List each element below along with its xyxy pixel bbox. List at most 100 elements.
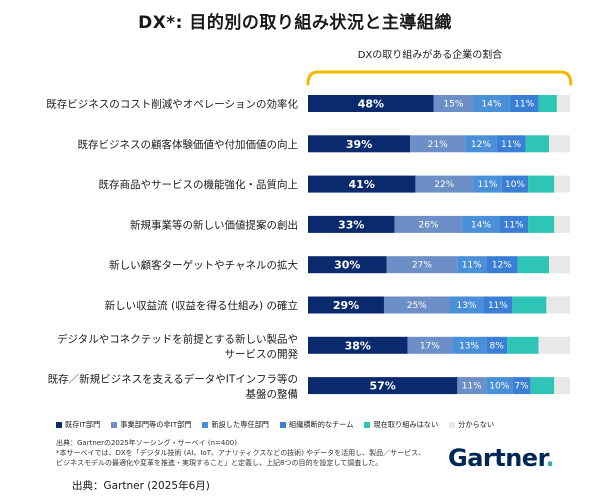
- bar-segment: [549, 135, 570, 153]
- bar-segment: [554, 175, 570, 193]
- footnotes: 出典：Gartnerの2025年ソーシング・サーベイ (n=400) *本サーベ…: [56, 438, 436, 468]
- bracket-label: DXの取り組みがある企業の割合: [357, 50, 503, 61]
- legend-item: 分からない: [449, 420, 494, 430]
- legend-swatch: [279, 422, 286, 428]
- legend-swatch: [202, 422, 209, 428]
- legend-label: 組織横断的なチーム: [288, 420, 354, 429]
- category-label: デジタルやコネクテッドを前提とする新しい製品やサービスの開発: [57, 332, 298, 360]
- data-label: 10%: [505, 180, 525, 190]
- legend-item: 現在取り組みはない: [364, 420, 438, 430]
- data-label: 11%: [477, 180, 497, 190]
- bar-segment: [556, 95, 570, 112]
- bar-segment: [483, 296, 513, 314]
- legend-label: 事業部門等の非IT部門: [120, 420, 192, 429]
- bar-segment: [528, 215, 555, 233]
- data-label: 10%: [489, 382, 509, 392]
- category-label: 新規事業等の新しい価値提案の創出: [130, 218, 298, 231]
- bar-segment: [308, 135, 411, 153]
- data-label: 12%: [492, 261, 512, 271]
- bar-segment: [554, 377, 570, 395]
- bar-segment: [473, 175, 502, 193]
- chart-title: DX*: 目的別の取り組み状況と主導組織: [138, 13, 452, 33]
- category-label: 既存商品やサービスの機能強化・品質向上: [99, 178, 299, 191]
- bar-segment: [457, 256, 487, 274]
- bar-segment: [452, 336, 487, 354]
- legend-label: 分からない: [458, 420, 495, 429]
- category-label: 既存／新規ビジネスを支えるデータやITインフラ等の基盤の整備: [48, 373, 298, 401]
- legend-swatch: [449, 422, 456, 428]
- gartner-logo: Gartner.: [448, 444, 555, 472]
- data-label: 12%: [471, 140, 491, 150]
- bar-segment: [465, 135, 497, 153]
- footnote-survey: 出典：Gartnerの2025年ソーシング・サーベイ (n=400): [56, 439, 237, 447]
- bar-segment: [554, 215, 570, 233]
- legend-swatch: [364, 422, 371, 428]
- data-label: 11%: [462, 382, 482, 392]
- legend-item: 事業部門等の非IT部門: [111, 420, 191, 430]
- stacked-bar-chart: 既存ビジネスのコスト削減やオペレーションの効率化 48% 15% 14% 11% 既存ビジ…: [46, 70, 573, 401]
- data-label: 14%: [471, 220, 491, 230]
- bar-segment: [415, 175, 474, 193]
- data-label: 13%: [459, 341, 479, 351]
- bar-segment: [386, 256, 458, 274]
- footnote-definition-2: ビジネスモデルの最適化や変革を推進・実現すること」と定義し、上記8つの目的を設定…: [56, 459, 383, 467]
- data-label: 8%: [489, 341, 504, 351]
- legend-label: 現在取り組みはない: [373, 420, 439, 429]
- bar-segment: [383, 296, 450, 314]
- legend-label: 既存IT部門: [65, 420, 101, 429]
- bar-segment: [546, 296, 570, 314]
- bar-segment: [407, 336, 453, 354]
- bar-segment: [538, 336, 570, 354]
- logo-dot: .: [545, 444, 555, 472]
- data-label: 57%: [369, 380, 395, 393]
- data-label: 7%: [514, 382, 529, 392]
- data-label: 25%: [407, 301, 427, 311]
- bar-segment: [486, 336, 508, 354]
- bar-segment: [308, 336, 408, 354]
- data-label: 11%: [514, 100, 534, 110]
- bar-segment: [394, 215, 463, 233]
- bar-segment: [538, 95, 557, 112]
- bar-segment: [512, 296, 547, 314]
- category-label-line: 既存ビジネスのコスト削減やオペレーションの効率化: [46, 98, 298, 111]
- category-label: 新しい顧客ターゲットやチャネルの拡大: [109, 259, 298, 272]
- bar-segment: [308, 377, 458, 395]
- bar-segment: [462, 215, 500, 233]
- category-label-line: 新しい顧客ターゲットやチャネルの拡大: [109, 259, 298, 272]
- bar-segment: [509, 95, 539, 112]
- bar-segment: [496, 135, 526, 153]
- category-label-line: 既存／新規ビジネスを支えるデータやITインフラ等の: [48, 373, 298, 386]
- category-label-line: 既存商品やサービスの機能強化・品質向上: [99, 178, 299, 191]
- data-label: 11%: [462, 261, 482, 271]
- data-label: 11%: [504, 220, 524, 230]
- legend-swatch: [111, 422, 118, 428]
- bar-segment: [433, 95, 474, 112]
- bar-segment: [530, 377, 555, 395]
- data-label: 27%: [412, 261, 432, 271]
- category-label: 新しい収益流 (収益を得る仕組み) の確立: [105, 299, 298, 312]
- data-label: 15%: [443, 100, 463, 110]
- data-label: 48%: [358, 98, 384, 111]
- category-label: 既存ビジネスのコスト削減やオペレーションの効率化: [46, 98, 298, 111]
- category-label-line: 新しい収益流 (収益を得る仕組み) の確立: [105, 299, 298, 312]
- bar-segment: [308, 296, 384, 314]
- bar-segment: [449, 296, 484, 314]
- bar-segment: [499, 215, 529, 233]
- bar-segment: [486, 256, 518, 274]
- data-label: 13%: [457, 301, 477, 311]
- bracket-line: [306, 70, 573, 86]
- bar-segment: [512, 377, 531, 395]
- category-label-line: 基盤の整備: [246, 388, 299, 401]
- data-label: 41%: [349, 178, 375, 191]
- bar-segment: [410, 135, 466, 153]
- bar-segment: [457, 377, 487, 395]
- category-label-line: 新規事業等の新しい価値提案の創出: [130, 218, 298, 231]
- category-label-line: デジタルやコネクテッドを前提とする新しい製品や: [57, 332, 298, 345]
- data-label: 38%: [345, 339, 371, 352]
- data-label: 11%: [501, 140, 521, 150]
- data-label: 11%: [488, 301, 508, 311]
- data-label: 39%: [346, 138, 372, 151]
- legend-item: 新設した専任部門: [202, 420, 269, 430]
- bar-segment: [517, 256, 550, 274]
- bar-segment: [525, 135, 550, 153]
